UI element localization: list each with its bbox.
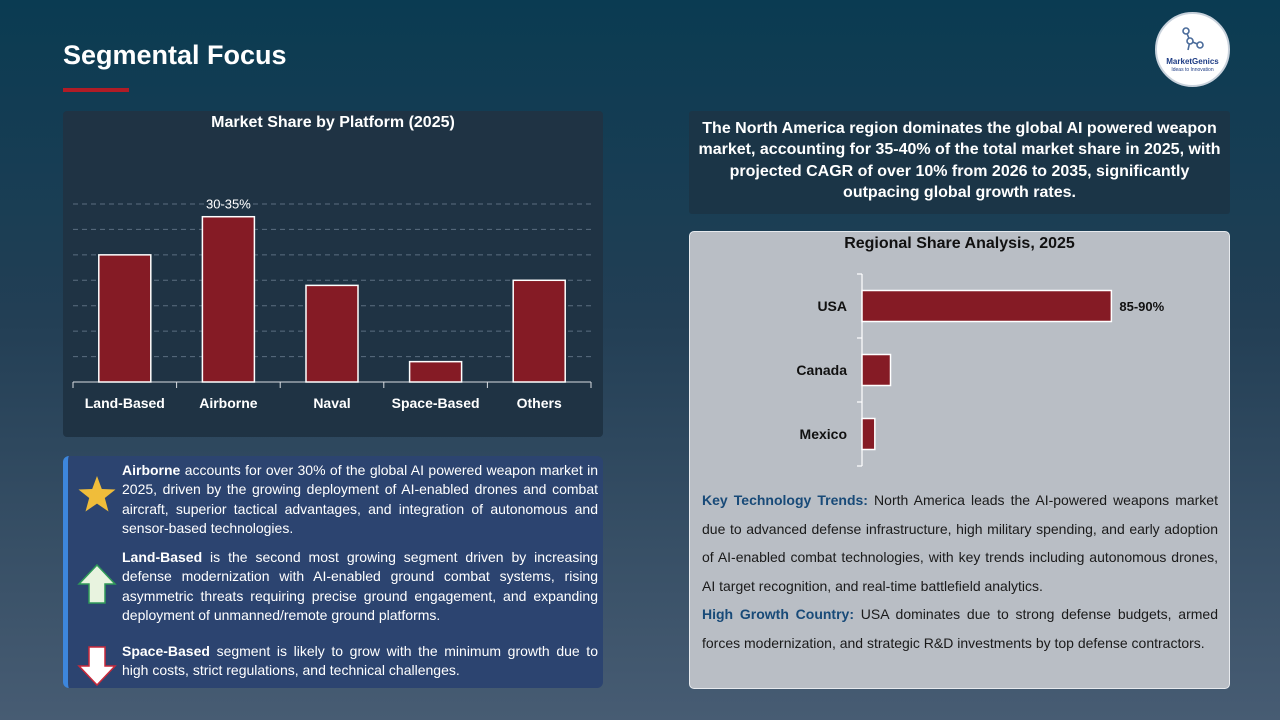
page-title: Segmental Focus: [63, 40, 287, 70]
bar-canada: [861, 353, 892, 387]
bar-airborne: [201, 215, 256, 383]
category-label: Land-Based: [85, 395, 165, 411]
growth-country-body: USA dominates due to strong defense budg…: [702, 606, 1218, 651]
data-label: 30-35%: [206, 197, 251, 212]
molecule-icon: [1182, 27, 1204, 51]
title-underline: [63, 88, 129, 92]
bar-mexico: [861, 417, 876, 451]
category-label: Others: [517, 395, 562, 411]
segment-insights-panel: Airborne accounts for over 30% of the gl…: [63, 456, 603, 688]
bar-space-based: [408, 360, 463, 383]
logo-name: MarketGenics: [1166, 57, 1219, 66]
insight-text: is the second most growing segment drive…: [122, 549, 598, 623]
arrow-down-icon: [77, 646, 117, 687]
category-label: Space-Based: [392, 395, 480, 411]
insight-text: segment is likely to grow with the minim…: [122, 643, 598, 679]
category-label: Canada: [796, 362, 847, 378]
insight-text: accounts for over 30% of the global AI p…: [122, 462, 598, 536]
insight-airborne: Airborne accounts for over 30% of the gl…: [122, 461, 598, 538]
bar-land-based: [98, 254, 152, 383]
tech-trends-heading: Key Technology Trends:: [702, 492, 868, 508]
platform-bar-chart: Land-Based 30-35% Airborne Naval Space-Based…: [72, 197, 592, 411]
growth-country-heading: High Growth Country:: [702, 606, 854, 623]
category-label: Naval: [313, 395, 350, 411]
bar-usa: [861, 289, 1113, 323]
regional-chart-title: Regional Share Analysis, 2025: [844, 235, 1075, 252]
north-america-summary: The North America region dominates the g…: [689, 111, 1230, 214]
growth-country-paragraph: High Growth Country: USA dominates due t…: [702, 600, 1218, 657]
data-label: 85-90%: [1119, 299, 1164, 314]
arrow-up-icon: [77, 563, 117, 604]
trends-text: Key Technology Trends: North America lea…: [702, 486, 1218, 658]
category-label: Mexico: [800, 426, 847, 442]
insight-space-based: Space-Based segment is likely to grow wi…: [122, 642, 598, 681]
logo-tagline: Ideas to Innovation: [1171, 67, 1214, 73]
star-icon: [78, 476, 116, 512]
regional-bar-chart: USA 85-90% Canada Mexico: [796, 273, 1165, 467]
platform-chart-title: Market Share by Platform (2025): [211, 114, 455, 131]
insight-lead: Airborne: [122, 462, 181, 478]
platform-chart-panel: Market Share by Platform (2025) Land-Bas…: [63, 111, 603, 437]
company-logo: MarketGenics Ideas to Innovation: [1155, 12, 1230, 87]
insight-lead: Land-Based: [122, 549, 203, 565]
tech-trends-body: North America leads the AI-powered weapo…: [702, 492, 1218, 594]
insight-lead: Space-Based: [122, 643, 210, 659]
category-label: USA: [817, 298, 847, 314]
bar-others: [512, 279, 566, 383]
insight-land-based: Land-Based is the second most growing se…: [122, 548, 598, 625]
category-label: Airborne: [199, 395, 258, 411]
regional-chart-panel: Regional Share Analysis, 2025 USA 85-90% C…: [689, 231, 1230, 689]
tech-trends-paragraph: Key Technology Trends: North America lea…: [702, 486, 1218, 600]
bar-naval: [305, 284, 359, 383]
